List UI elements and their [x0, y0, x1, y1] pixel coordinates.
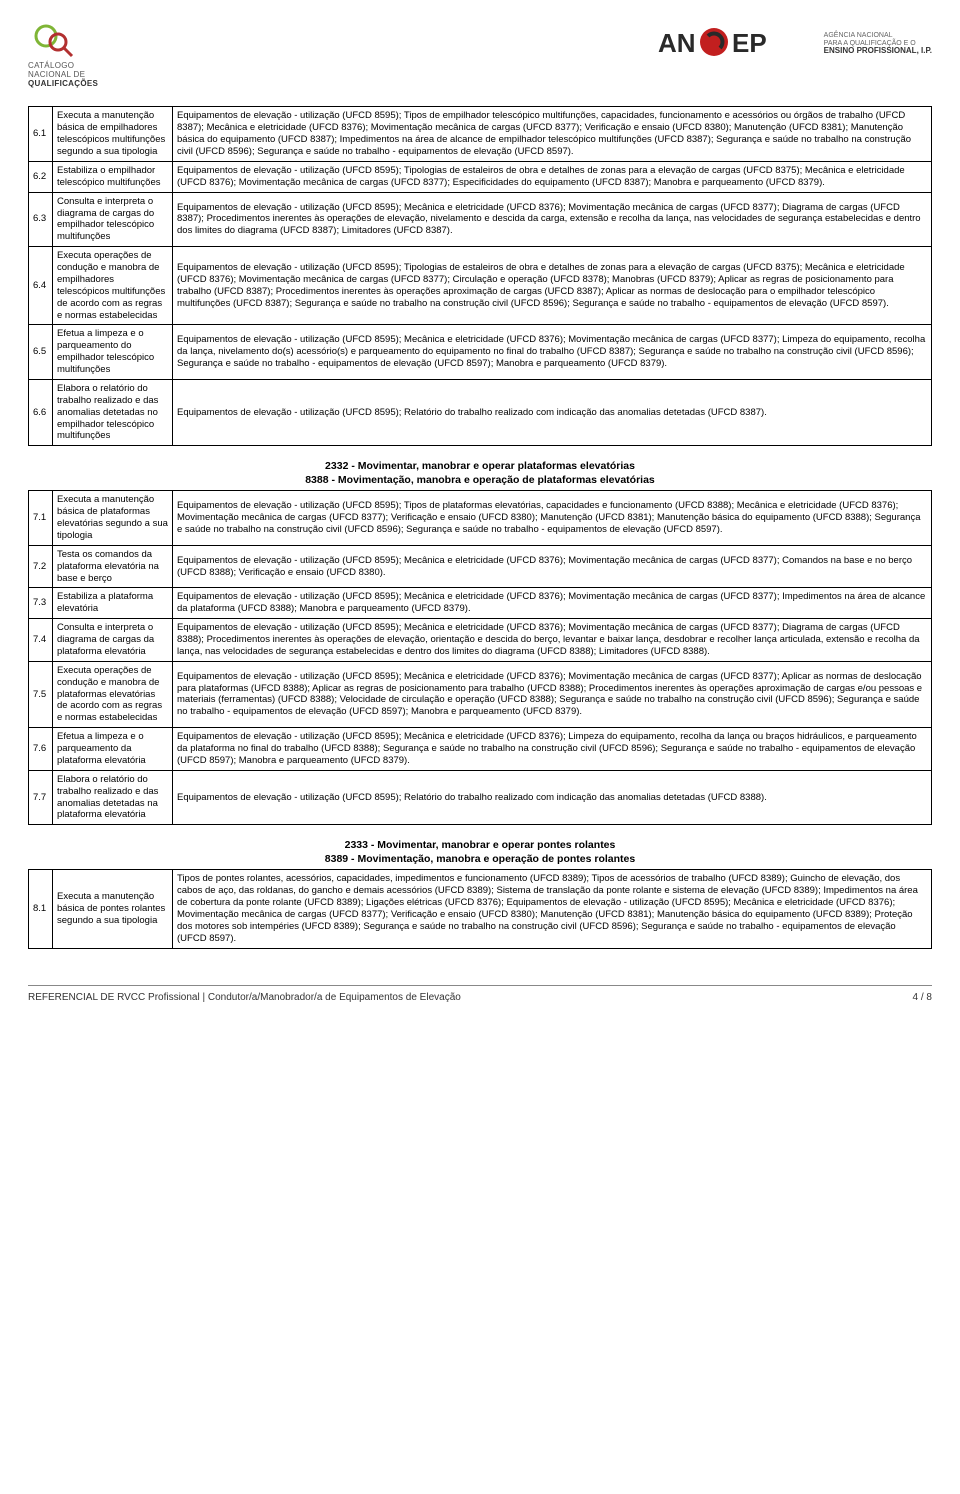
row-desc: Equipamentos de elevação - utilização (U… [173, 107, 932, 162]
row-number: 7.4 [29, 619, 53, 662]
table-row: 6.5Efetua a limpeza e o parqueamento do … [29, 325, 932, 380]
row-desc: Tipos de pontes rolantes, acessórios, ca… [173, 870, 932, 948]
catalogo-line3: QUALIFICAÇÕES [28, 80, 98, 89]
anqep-sub3: ENSINO PROFISSIONAL, I.P. [824, 47, 932, 55]
row-desc: Equipamentos de elevação - utilização (U… [173, 770, 932, 825]
row-number: 7.2 [29, 545, 53, 588]
row-task: Testa os comandos da plataforma elevatór… [53, 545, 173, 588]
logo-anqep: AN EP AGÊNCIA NACIONAL PARA A QUALIFICAÇ… [658, 24, 932, 64]
anqep-icon: AN EP [658, 24, 818, 64]
row-number: 7.1 [29, 491, 53, 546]
svg-text:EP: EP [732, 28, 767, 58]
footer-right: 4 / 8 [913, 992, 932, 1003]
row-number: 6.5 [29, 325, 53, 380]
row-number: 7.7 [29, 770, 53, 825]
row-task: Efetua a limpeza e o parqueamento da pla… [53, 728, 173, 771]
table-row: 7.3Estabiliza a plataforma elevatóriaEqu… [29, 588, 932, 619]
row-number: 6.2 [29, 161, 53, 192]
row-desc: Equipamentos de elevação - utilização (U… [173, 619, 932, 662]
table-section-7: 7.1Executa a manutenção básica de plataf… [28, 490, 932, 825]
row-task: Estabiliza o empilhador telescópico mult… [53, 161, 173, 192]
row-desc: Equipamentos de elevação - utilização (U… [173, 491, 932, 546]
page-header: CATÁLOGO NACIONAL DE QUALIFICAÇÕES AN EP… [28, 24, 932, 88]
section-3-title-2: 8389 - Movimentação, manobra e operação … [28, 853, 932, 865]
table-row: 7.5Executa operações de condução e manob… [29, 661, 932, 727]
row-task: Efetua a limpeza e o parqueamento do emp… [53, 325, 173, 380]
logo-catalogo: CATÁLOGO NACIONAL DE QUALIFICAÇÕES [28, 24, 98, 88]
table-row: 6.2Estabiliza o empilhador telescópico m… [29, 161, 932, 192]
row-desc: Equipamentos de elevação - utilização (U… [173, 545, 932, 588]
section-2-title-1: 2332 - Movimentar, manobrar e operar pla… [28, 460, 932, 472]
table-row: 6.6Elabora o relatório do trabalho reali… [29, 379, 932, 445]
table-row: 7.6Efetua a limpeza e o parqueamento da … [29, 728, 932, 771]
row-task: Executa operações de condução e manobra … [53, 247, 173, 325]
anqep-sub1: AGÊNCIA NACIONAL [824, 32, 932, 39]
table-row: 7.1Executa a manutenção básica de plataf… [29, 491, 932, 546]
row-task: Executa operações de condução e manobra … [53, 661, 173, 727]
section-2-title-2: 8388 - Movimentação, manobra e operação … [28, 474, 932, 486]
table-row: 7.2Testa os comandos da plataforma eleva… [29, 545, 932, 588]
table-row: 8.1Executa a manutenção básica de pontes… [29, 870, 932, 948]
svg-text:AN: AN [658, 28, 696, 58]
row-task: Executa a manutenção básica de pontes ro… [53, 870, 173, 948]
row-task: Elabora o relatório do trabalho realizad… [53, 770, 173, 825]
row-desc: Equipamentos de elevação - utilização (U… [173, 192, 932, 247]
row-task: Executa a manutenção básica de empilhado… [53, 107, 173, 162]
row-desc: Equipamentos de elevação - utilização (U… [173, 247, 932, 325]
row-task: Elabora o relatório do trabalho realizad… [53, 379, 173, 445]
row-number: 8.1 [29, 870, 53, 948]
row-task: Consulta e interpreta o diagrama de carg… [53, 619, 173, 662]
table-row: 6.4Executa operações de condução e manob… [29, 247, 932, 325]
row-desc: Equipamentos de elevação - utilização (U… [173, 588, 932, 619]
row-desc: Equipamentos de elevação - utilização (U… [173, 661, 932, 727]
row-task: Consulta e interpreta o diagrama de carg… [53, 192, 173, 247]
table-row: 7.7Elabora o relatório do trabalho reali… [29, 770, 932, 825]
table-section-8: 8.1Executa a manutenção básica de pontes… [28, 869, 932, 948]
row-task: Estabiliza a plataforma elevatória [53, 588, 173, 619]
page-footer: REFERENCIAL DE RVCC Profissional | Condu… [28, 985, 932, 1003]
table-row: 7.4Consulta e interpreta o diagrama de c… [29, 619, 932, 662]
row-desc: Equipamentos de elevação - utilização (U… [173, 379, 932, 445]
row-number: 6.1 [29, 107, 53, 162]
row-task: Executa a manutenção básica de plataform… [53, 491, 173, 546]
row-number: 7.5 [29, 661, 53, 727]
section-3-title-1: 2333 - Movimentar, manobrar e operar pon… [28, 839, 932, 851]
row-desc: Equipamentos de elevação - utilização (U… [173, 161, 932, 192]
row-desc: Equipamentos de elevação - utilização (U… [173, 728, 932, 771]
row-number: 6.6 [29, 379, 53, 445]
footer-left: REFERENCIAL DE RVCC Profissional | Condu… [28, 992, 461, 1003]
row-number: 7.3 [29, 588, 53, 619]
row-number: 6.4 [29, 247, 53, 325]
catalogo-icon [28, 24, 98, 60]
row-number: 7.6 [29, 728, 53, 771]
table-row: 6.3Consulta e interpreta o diagrama de c… [29, 192, 932, 247]
table-section-6: 6.1Executa a manutenção básica de empilh… [28, 106, 932, 446]
table-row: 6.1Executa a manutenção básica de empilh… [29, 107, 932, 162]
row-desc: Equipamentos de elevação - utilização (U… [173, 325, 932, 380]
row-number: 6.3 [29, 192, 53, 247]
